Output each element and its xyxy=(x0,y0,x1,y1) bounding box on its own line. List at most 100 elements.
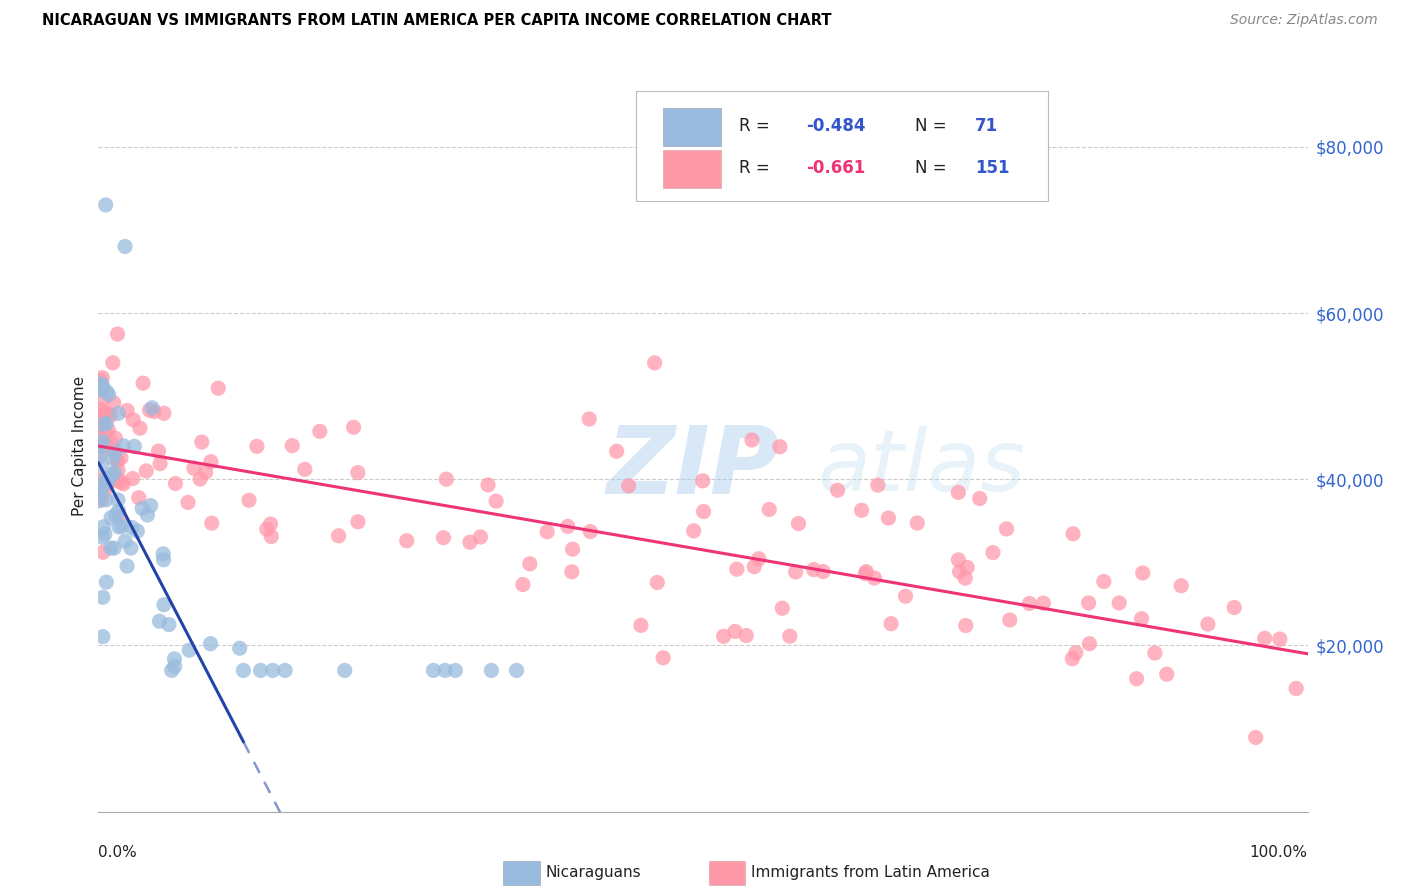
Point xyxy=(104,508,127,522)
Point xyxy=(91,545,114,559)
Point xyxy=(1125,672,1147,686)
Point xyxy=(143,404,166,418)
Point xyxy=(107,326,129,341)
Point xyxy=(153,598,176,612)
Point xyxy=(89,447,111,461)
Point xyxy=(956,560,979,574)
Point xyxy=(96,384,118,399)
Point xyxy=(995,522,1018,536)
Point xyxy=(91,377,114,392)
Point xyxy=(93,410,115,425)
Point xyxy=(262,664,284,678)
Point xyxy=(89,493,111,508)
Point xyxy=(201,516,224,530)
Text: ZIP: ZIP xyxy=(606,422,779,514)
Point xyxy=(152,552,174,566)
Point xyxy=(94,527,117,541)
Point xyxy=(536,524,558,539)
Point xyxy=(89,472,111,486)
Point xyxy=(692,474,714,488)
Point xyxy=(153,406,176,420)
FancyBboxPatch shape xyxy=(503,862,540,885)
Point xyxy=(96,439,118,453)
Point xyxy=(519,557,541,571)
Point xyxy=(103,451,125,466)
Point xyxy=(779,629,801,643)
Point xyxy=(228,641,250,656)
Point xyxy=(432,531,454,545)
Point xyxy=(121,520,143,534)
Point xyxy=(256,522,278,536)
Text: -0.661: -0.661 xyxy=(806,159,865,177)
Point xyxy=(735,629,758,643)
Text: Source: ZipAtlas.com: Source: ZipAtlas.com xyxy=(1230,13,1378,28)
Point xyxy=(785,565,807,579)
Point xyxy=(1268,632,1291,647)
Point xyxy=(724,624,747,639)
Y-axis label: Per Capita Income: Per Capita Income xyxy=(72,376,87,516)
Point xyxy=(347,515,370,529)
Point xyxy=(114,239,136,253)
Point xyxy=(97,474,120,488)
Point xyxy=(107,463,129,477)
Point xyxy=(129,421,152,435)
Point xyxy=(124,439,146,453)
Text: 71: 71 xyxy=(976,117,998,135)
Point xyxy=(207,381,229,395)
Point xyxy=(93,417,115,432)
Point xyxy=(485,494,508,508)
Point xyxy=(112,439,135,453)
Point xyxy=(1077,596,1099,610)
Point xyxy=(131,501,153,516)
Point xyxy=(328,529,350,543)
Point xyxy=(652,650,675,665)
Point xyxy=(246,439,269,453)
Point xyxy=(89,374,111,388)
Point xyxy=(617,479,640,493)
Point xyxy=(748,551,770,566)
Point xyxy=(183,461,205,475)
Point xyxy=(1156,667,1178,681)
Text: R =: R = xyxy=(740,117,775,135)
Point xyxy=(165,476,187,491)
Text: NICARAGUAN VS IMMIGRANTS FROM LATIN AMERICA PER CAPITA INCOME CORRELATION CHART: NICARAGUAN VS IMMIGRANTS FROM LATIN AMER… xyxy=(42,13,832,29)
Point xyxy=(90,404,112,418)
Point xyxy=(128,491,150,505)
Point xyxy=(93,484,115,499)
Point xyxy=(249,664,271,678)
Text: -0.484: -0.484 xyxy=(806,117,865,135)
Point xyxy=(114,534,136,549)
Point xyxy=(89,402,111,417)
Point xyxy=(1108,596,1130,610)
Point xyxy=(90,457,112,471)
Point xyxy=(803,563,825,577)
Point xyxy=(163,659,186,673)
Point xyxy=(112,477,135,491)
Point xyxy=(136,508,159,522)
Point xyxy=(200,637,222,651)
Point xyxy=(132,376,155,391)
Point xyxy=(90,483,112,498)
Point xyxy=(692,504,714,518)
Point xyxy=(811,565,834,579)
Point xyxy=(866,478,889,492)
Point xyxy=(122,413,145,427)
Point xyxy=(141,401,163,415)
Point xyxy=(110,451,132,466)
Point xyxy=(148,614,170,628)
FancyBboxPatch shape xyxy=(664,108,721,146)
Point xyxy=(470,530,492,544)
Point xyxy=(194,465,217,479)
Point xyxy=(94,492,117,507)
Point xyxy=(505,664,527,678)
FancyBboxPatch shape xyxy=(664,150,721,188)
Point xyxy=(89,420,111,434)
Point xyxy=(894,589,917,603)
Point xyxy=(948,565,970,579)
Point xyxy=(107,493,129,508)
Point xyxy=(179,643,201,657)
Point xyxy=(103,395,125,409)
Point xyxy=(94,198,117,212)
Point xyxy=(561,542,583,557)
Point xyxy=(1132,566,1154,580)
